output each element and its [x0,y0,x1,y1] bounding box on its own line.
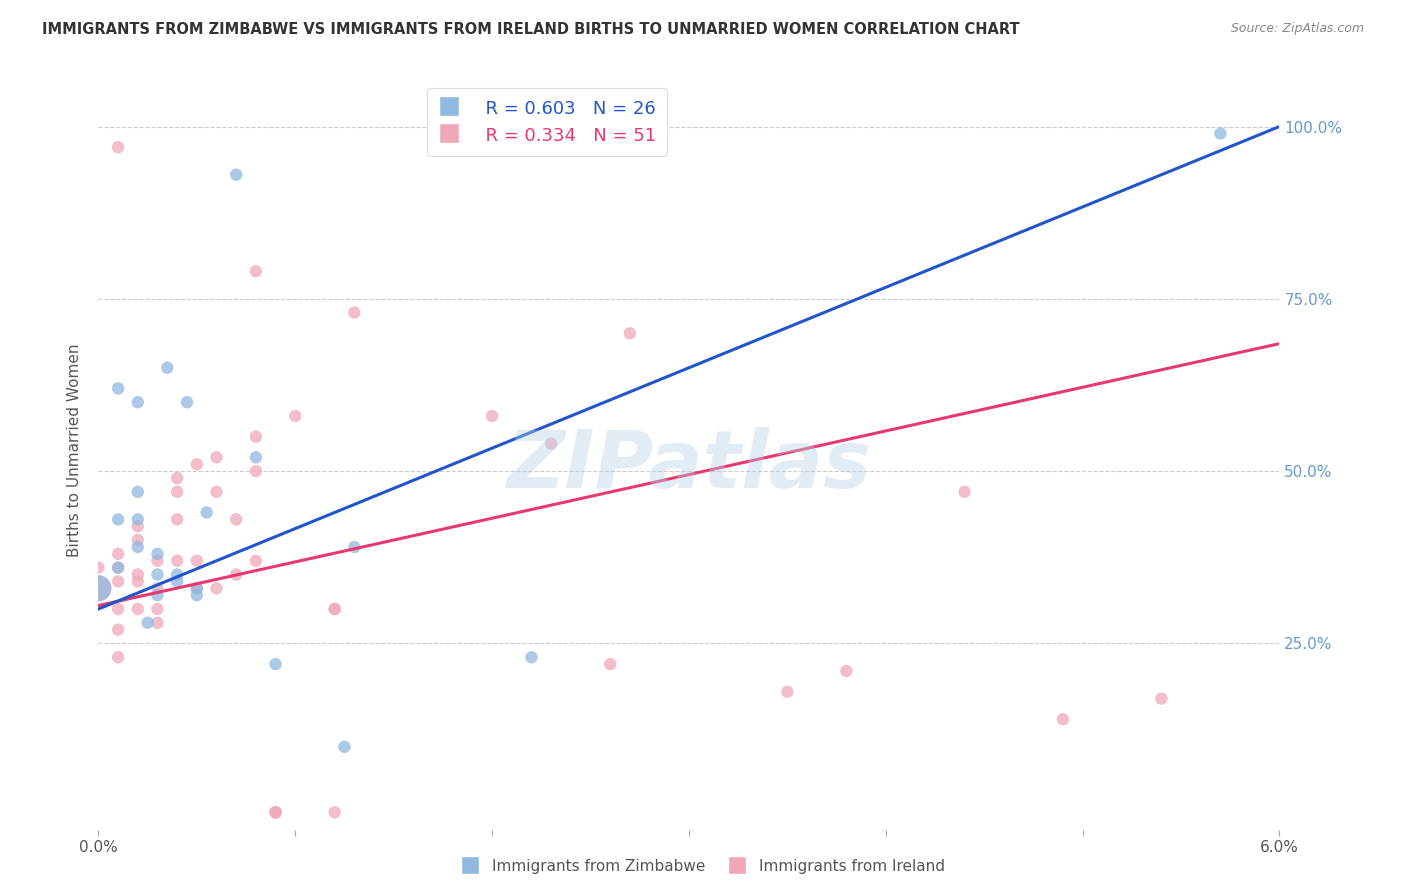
Point [264,805,287,820]
Point [107,560,129,574]
Point [245,464,267,478]
Point [107,602,129,616]
Point [146,602,169,616]
Point [225,512,247,526]
Point [136,615,159,630]
Point [599,657,621,672]
Point [107,574,129,589]
Point [540,436,562,450]
Point [87,560,110,574]
Point [1150,691,1173,706]
Point [166,574,188,589]
Point [186,582,208,596]
Point [127,484,149,499]
Point [146,582,169,596]
Point [333,739,356,754]
Point [127,519,149,533]
Point [245,430,267,444]
Point [195,506,218,520]
Text: IMMIGRANTS FROM ZIMBABWE VS IMMIGRANTS FROM IRELAND BIRTHS TO UNMARRIED WOMEN CO: IMMIGRANTS FROM ZIMBABWE VS IMMIGRANTS F… [42,22,1019,37]
Point [127,512,149,526]
Point [245,554,267,568]
Point [323,805,346,820]
Point [186,457,208,471]
Point [186,588,208,602]
Legend:   R = 0.603   N = 26,   R = 0.334   N = 51: R = 0.603 N = 26, R = 0.334 N = 51 [427,88,668,155]
Point [107,623,129,637]
Point [127,533,149,547]
Point [225,567,247,582]
Point [520,650,543,665]
Point [245,264,267,278]
Point [127,395,149,409]
Point [264,657,287,672]
Point [186,554,208,568]
Point [146,588,169,602]
Point [835,664,858,678]
Y-axis label: Births to Unmarried Women: Births to Unmarried Women [67,343,83,558]
Point [225,168,247,182]
Point [343,305,366,319]
Text: Source: ZipAtlas.com: Source: ZipAtlas.com [1230,22,1364,36]
Point [1052,712,1074,726]
Point [127,540,149,554]
Point [107,140,129,154]
Point [146,567,169,582]
Point [176,395,198,409]
Point [166,484,188,499]
Point [107,381,129,395]
Point [127,602,149,616]
Point [107,547,129,561]
Point [87,582,110,596]
Point [619,326,641,341]
Point [481,409,503,423]
Point [186,582,208,596]
Point [156,360,179,375]
Point [146,554,169,568]
Point [166,471,188,485]
Point [107,512,129,526]
Point [343,540,366,554]
Point [776,684,799,698]
Point [1209,127,1232,141]
Point [323,602,346,616]
Point [245,450,267,465]
Text: ZIPatlas: ZIPatlas [506,426,872,505]
Point [284,409,307,423]
Point [127,567,149,582]
Point [146,547,169,561]
Point [264,805,287,820]
Point [205,582,228,596]
Point [127,574,149,589]
Point [264,805,287,820]
Point [87,582,110,596]
Point [205,484,228,499]
Point [107,560,129,574]
Point [166,567,188,582]
Point [205,450,228,465]
Point [166,554,188,568]
Point [107,650,129,665]
Point [146,615,169,630]
Point [166,512,188,526]
Point [323,602,346,616]
Legend: Immigrants from Zimbabwe, Immigrants from Ireland: Immigrants from Zimbabwe, Immigrants fro… [456,853,950,880]
Point [953,484,976,499]
